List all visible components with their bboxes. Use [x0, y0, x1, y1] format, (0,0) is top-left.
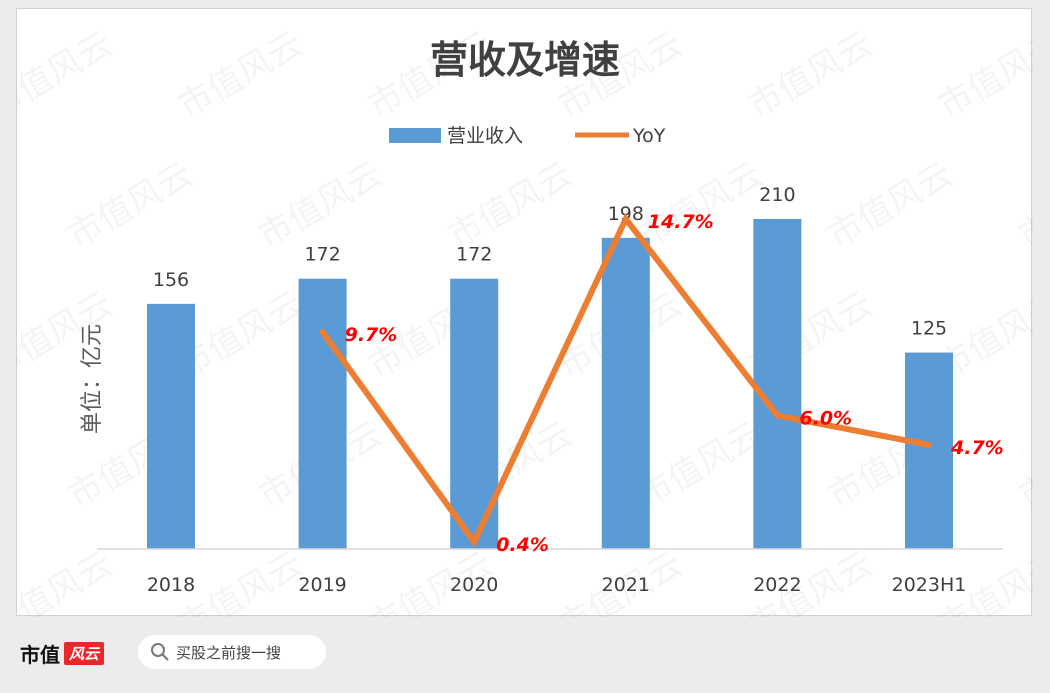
- watermark-text: 市值风云: [62, 154, 200, 257]
- brand-text: 市值: [20, 642, 60, 667]
- x-tick-label: 2023H1: [892, 574, 967, 596]
- legend-label-yoy: YoY: [632, 125, 666, 147]
- watermark-text: 市值风云: [932, 24, 1034, 127]
- watermark-text: 市值风云: [442, 154, 580, 257]
- yoy-value-label: 9.7%: [345, 324, 398, 346]
- bar: [601, 237, 650, 549]
- x-tick-label: 2022: [753, 574, 801, 596]
- yoy-point: [775, 413, 780, 418]
- yoy-value-label: 14.7%: [648, 211, 714, 233]
- watermark-text: 市值风云: [17, 544, 119, 617]
- watermark-text: 市值风云: [172, 24, 310, 127]
- chart-title: 营收及增速: [430, 38, 620, 82]
- watermark-text: 市值风云: [742, 24, 880, 127]
- x-tick-label: 2021: [602, 574, 650, 596]
- bar-value-label: 210: [759, 184, 795, 206]
- yoy-value-label: 6.0%: [799, 408, 852, 430]
- legend-swatch-revenue: [389, 128, 441, 143]
- x-axis-ticks: 2018 2019 2020 2021 2022 2023H1: [147, 574, 967, 596]
- bar: [905, 352, 953, 549]
- yoy-point: [623, 217, 628, 221]
- x-tick-label: 2018: [147, 574, 195, 596]
- x-tick-label: 2020: [450, 574, 498, 596]
- watermark-text: 市值风云: [632, 414, 770, 517]
- yoy-series: 9.7% 0.4% 14.7% 6.0% 4.7%: [319, 211, 1004, 556]
- bar-value-label: 156: [153, 269, 189, 291]
- brand-logo: 市值 风云: [20, 638, 105, 668]
- yoy-point: [472, 540, 477, 544]
- watermark-text: 市值风云: [822, 154, 960, 257]
- brand-mark: 风云: [64, 641, 105, 665]
- legend-label-revenue: 营业收入: [447, 125, 523, 147]
- bar-value-label: 125: [911, 318, 947, 340]
- x-tick-label: 2019: [298, 574, 346, 596]
- watermark-text: 市值风云: [252, 154, 390, 257]
- yoy-point: [927, 442, 931, 447]
- y-axis-label: 单位：亿元: [80, 324, 105, 434]
- watermark-text: 市值风云: [1012, 414, 1034, 517]
- search-box[interactable]: 买股之前搜一搜: [138, 635, 326, 669]
- bar-value-label: 172: [304, 244, 340, 266]
- search-placeholder: 买股之前搜一搜: [176, 643, 282, 662]
- watermark-text: 市值风云: [17, 24, 119, 127]
- yoy-value-label: 4.7%: [950, 437, 1004, 459]
- search-icon: [151, 643, 169, 661]
- bar: [753, 219, 802, 549]
- bar: [298, 278, 347, 549]
- chart-card: 市值风云 市值风云 市值风云 市值风云 市值风云 市值风云 市值风云 市值风云 市值风云 市值风云…: [0, 8, 1050, 647]
- bar-value-label: 172: [456, 244, 492, 266]
- watermark-text: 市值风云: [632, 154, 770, 257]
- yoy-value-label: 0.4%: [496, 534, 549, 556]
- footer: 市值 风云 买股之前搜一搜: [0, 622, 1050, 693]
- yoy-point: [320, 329, 325, 334]
- legend: 营业收入 YoY: [389, 125, 666, 147]
- bar: [147, 303, 195, 549]
- watermark-text: 市值风云: [1012, 154, 1034, 257]
- bar-value-label: 198: [608, 203, 644, 225]
